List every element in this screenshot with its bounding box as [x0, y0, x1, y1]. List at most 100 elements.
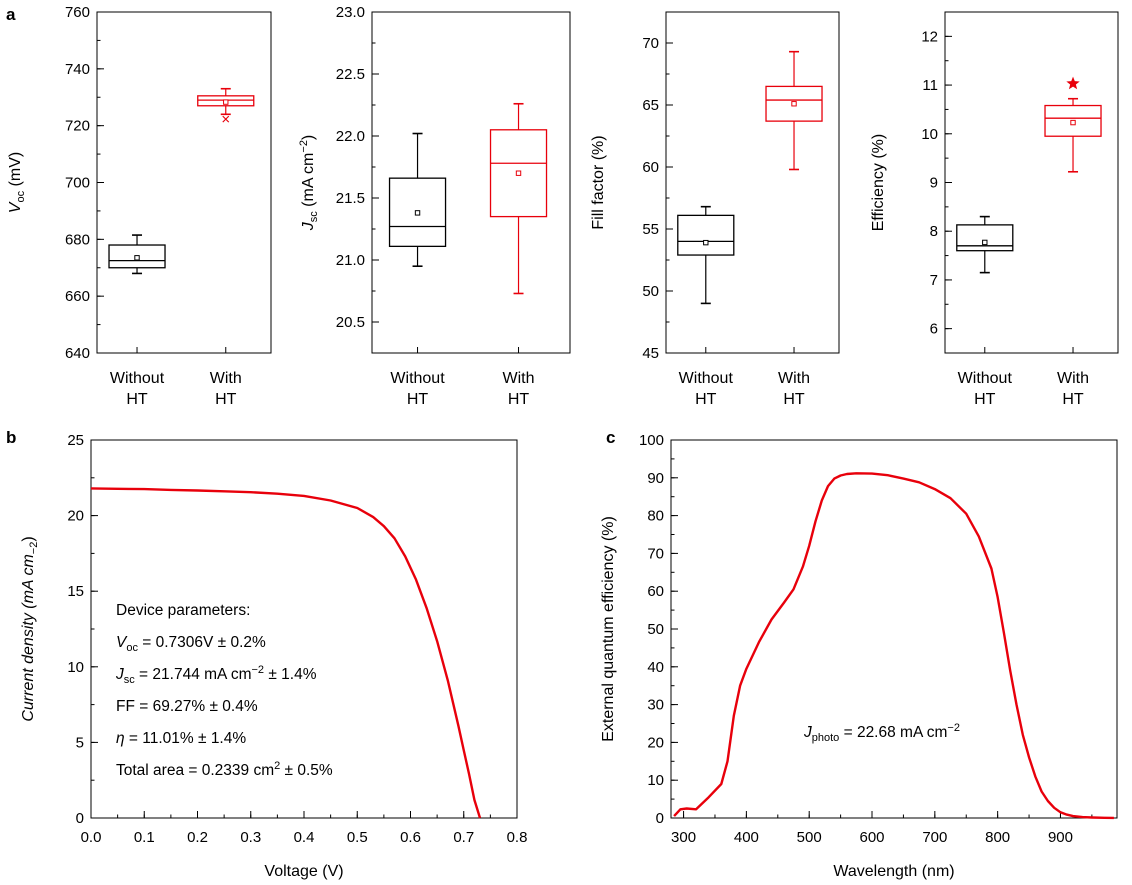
x-axis-label: Wavelength (nm) — [833, 863, 954, 880]
x-tick-label: 0.1 — [134, 829, 155, 846]
y-tick-label: 660 — [65, 288, 90, 305]
iv-curve — [90, 487, 482, 819]
device-parameters-heading: Device parameters: — [116, 602, 250, 619]
y-tick-label: 40 — [647, 659, 664, 676]
efficiency-box-chart: 6 7 8 9 10 11 12 Efficiency (%) Without HT With HT — [870, 11, 1119, 408]
iqr-box — [1044, 104, 1102, 137]
x-tick-label: 0.2 — [187, 829, 208, 846]
x-tick-label: Without — [679, 370, 734, 387]
plot-frame — [944, 11, 1119, 354]
x-tick-label: 800 — [985, 829, 1010, 846]
mean-marker — [1070, 119, 1076, 126]
y-tick-label: 22.5 — [336, 66, 365, 83]
y-tick-label: 7 — [930, 272, 938, 289]
box-without-ht — [677, 205, 735, 305]
mean-marker — [791, 101, 797, 107]
x-tick-label: HT — [695, 391, 717, 408]
plot-frame — [371, 11, 571, 354]
y-tick-label: 20 — [647, 734, 664, 751]
plot-frame — [670, 439, 1118, 819]
mean-marker — [515, 170, 522, 176]
x-tick-label: With — [503, 370, 535, 387]
total-area-value: Total area = 0.2339 cm2 ± 0.5% — [116, 760, 333, 779]
y-axis-label: Fill factor (%) — [590, 135, 607, 229]
x-tick-label: HT — [783, 391, 805, 408]
box-without-ht — [108, 234, 166, 275]
record-star-marker — [1066, 76, 1080, 90]
ff-value: FF = 69.27% ± 0.4% — [116, 698, 258, 715]
y-tick-label: 30 — [647, 697, 664, 714]
y-tick-label: 15 — [67, 583, 84, 600]
y-tick-label: 640 — [65, 345, 90, 362]
mean-marker — [223, 99, 229, 105]
mean-marker — [134, 255, 140, 261]
y-tick-label: 720 — [65, 118, 90, 135]
mean-marker — [982, 239, 988, 246]
y-tick-label: 21.5 — [336, 190, 365, 207]
y-tick-label: 70 — [642, 35, 659, 52]
iqr-box — [956, 224, 1014, 252]
plot-frame — [96, 11, 272, 354]
x-tick-label: 0.3 — [240, 829, 261, 846]
y-tick-label: 70 — [647, 545, 664, 562]
jsc-box-chart: 20.5 21.0 21.5 22.0 22.5 23.0 Jsc (mA cm−2) Wit… — [298, 4, 571, 408]
panel-label-b: b — [6, 428, 16, 447]
x-tick-label: 0.6 — [400, 829, 421, 846]
x-tick-label: 400 — [734, 829, 759, 846]
y-tick-label: 0 — [76, 810, 84, 827]
y-tick-label: 20 — [67, 508, 84, 525]
x-tick-label: HT — [126, 391, 148, 408]
y-tick-label: 5 — [76, 734, 84, 751]
panel-label-c: c — [606, 428, 615, 447]
eqe-curve-chart: 300 400 500 600 700 800 900 0 10 20 30 40 50 60 70 80 90… — [600, 432, 1118, 880]
y-tick-label: 90 — [647, 470, 664, 487]
y-tick-label: 100 — [639, 432, 664, 449]
efficiency-value: η = 11.01% ± 1.4% — [116, 730, 246, 747]
box-with-ht — [489, 102, 548, 295]
y-tick-label: 20.5 — [336, 314, 365, 331]
y-axis-label: Jsc (mA cm−2) — [298, 135, 320, 232]
y-tick-label: 22.0 — [336, 128, 365, 145]
y-tick-label: 50 — [647, 621, 664, 638]
x-tick-label: 0.5 — [347, 829, 368, 846]
outlier-marker — [222, 115, 230, 123]
x-tick-label: With — [778, 370, 810, 387]
eqe-curve — [673, 472, 1114, 820]
x-tick-label: HT — [215, 391, 237, 408]
y-tick-label: 10 — [647, 772, 664, 789]
box-with-ht — [197, 87, 255, 123]
y-tick-label: 60 — [647, 583, 664, 600]
iv-curve-chart: 0.0 0.1 0.2 0.3 0.4 0.5 0.6 0.7 0.8 0 5 10 15 20 25 Vol… — [20, 432, 527, 880]
y-axis-label: Current density (mA cm−2) — [20, 536, 40, 721]
x-tick-label: 600 — [859, 829, 884, 846]
y-tick-label: 740 — [65, 61, 90, 78]
y-tick-label: 23.0 — [336, 4, 365, 21]
mean-marker — [703, 239, 709, 246]
box-without-ht — [956, 215, 1014, 274]
x-tick-label: 0.7 — [453, 829, 474, 846]
y-tick-label: 60 — [642, 159, 659, 176]
y-tick-label: 8 — [930, 223, 938, 240]
x-tick-label: With — [1057, 370, 1089, 387]
x-tick-label: With — [210, 370, 242, 387]
voc-box-chart: 640 660 680 700 720 740 760 Voc (mV) Without HT Wi… — [7, 4, 272, 408]
y-tick-label: 45 — [642, 345, 659, 362]
y-tick-label: 11 — [922, 77, 938, 94]
voc-value: Voc = 0.7306V ± 0.2% — [116, 634, 266, 654]
jphoto-value: Jphoto = 22.68 mA cm−2 — [803, 722, 960, 744]
x-tick-label: 300 — [671, 829, 696, 846]
y-axis-label: Voc (mV) — [7, 152, 27, 213]
y-axis-label: Efficiency (%) — [870, 134, 887, 232]
y-tick-label: 80 — [647, 508, 664, 525]
x-tick-label: HT — [1062, 391, 1084, 408]
x-tick-label: 700 — [922, 829, 947, 846]
x-tick-label: Without — [958, 370, 1013, 387]
y-tick-label: 12 — [921, 28, 938, 45]
y-tick-label: 760 — [65, 4, 90, 21]
plot-frame — [665, 11, 840, 354]
x-tick-label: Without — [390, 370, 445, 387]
box-without-ht — [388, 132, 447, 268]
y-tick-label: 10 — [921, 126, 938, 143]
mean-marker — [414, 210, 421, 216]
